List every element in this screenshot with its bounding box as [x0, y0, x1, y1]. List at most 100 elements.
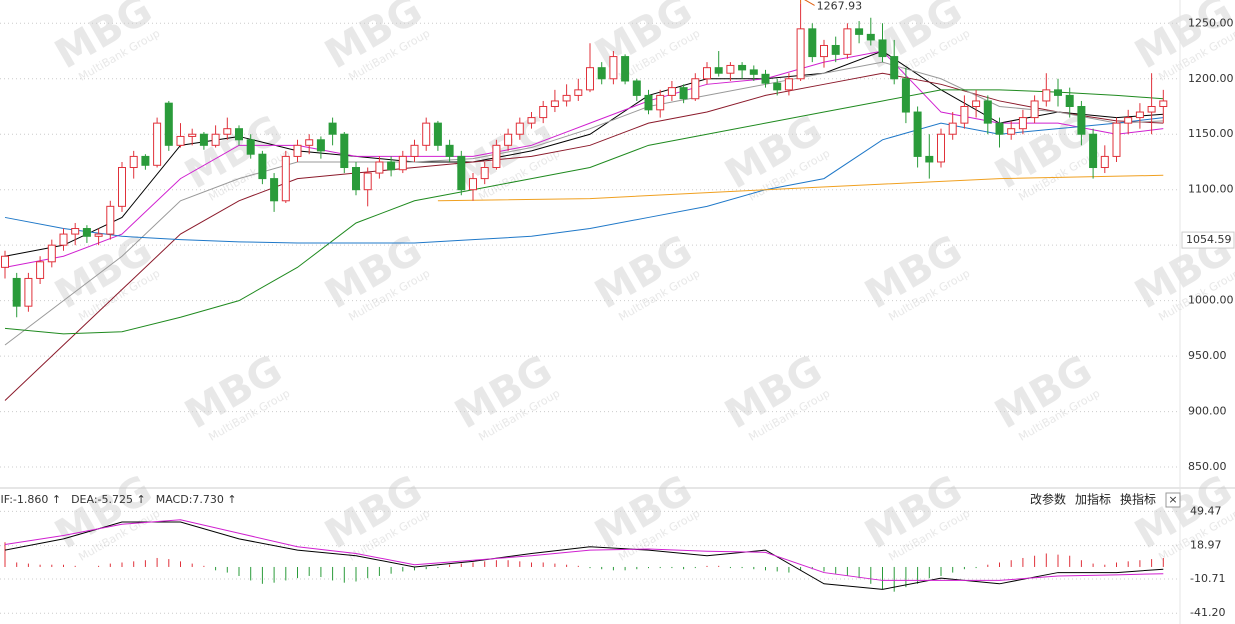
legend-entry: DEA:-5.725 ↑: [71, 493, 146, 506]
y-tick-label: 49.47: [1190, 504, 1222, 517]
candle-body: [691, 78, 700, 100]
indicator-button[interactable]: 换指标: [1120, 492, 1156, 507]
close-button-box[interactable]: [1165, 492, 1181, 508]
candle-body: [1030, 100, 1039, 119]
candle-body: [539, 105, 548, 119]
candle-body: [515, 122, 524, 135]
candle-body: [761, 73, 770, 84]
candle-body: [36, 261, 45, 279]
ma-line: [4, 117, 1164, 244]
close-button[interactable]: ×: [1168, 493, 1177, 506]
ma-line: [4, 61, 1164, 346]
candle-body: [433, 122, 442, 146]
candle-body: [808, 28, 817, 58]
y-tick-label: 1000.00: [1188, 294, 1234, 307]
y-tick-label: 1200.00: [1188, 72, 1234, 85]
current-price-label: 1054.59: [1186, 233, 1232, 246]
candle-body: [141, 155, 150, 166]
candle-body: [550, 100, 559, 107]
candle-body: [831, 44, 840, 55]
candle-body: [586, 67, 594, 91]
candle-body: [1147, 105, 1156, 113]
candle-body: [305, 139, 314, 146]
ma-line: [4, 89, 1164, 335]
candle-body: [340, 133, 349, 169]
candle-body: [246, 139, 255, 155]
candle-body: [387, 161, 396, 171]
candle-body: [1007, 128, 1016, 135]
candle-body: [258, 153, 267, 180]
candle-body: [1077, 105, 1086, 135]
candle-body: [59, 233, 68, 246]
candle-body: [281, 155, 290, 202]
candle-body: [995, 122, 1004, 135]
candle-body: [773, 82, 782, 91]
candle-body: [457, 155, 466, 191]
candle-body: [527, 117, 536, 124]
legend-entry: MACD:7.730 ↑: [156, 493, 237, 506]
candle-body: [972, 100, 981, 107]
candle-body: [983, 100, 992, 124]
candle-body: [960, 105, 969, 124]
candle-body: [574, 89, 583, 96]
candle-body: [1135, 111, 1144, 119]
candle-body: [866, 33, 875, 41]
candle-body: [129, 155, 138, 169]
candle-body: [843, 28, 852, 55]
candle-body: [820, 44, 828, 58]
candle-body: [749, 69, 758, 75]
candle-body: [1042, 89, 1051, 102]
candle-body: [398, 155, 407, 171]
y-tick-label: -10.71: [1190, 572, 1225, 585]
candle-body: [1, 255, 9, 268]
candle-body: [679, 87, 688, 100]
candle-body: [293, 144, 302, 157]
candle-body: [480, 167, 489, 180]
candle-body: [913, 111, 922, 157]
candle-body: [901, 78, 910, 113]
candle-body: [328, 122, 337, 135]
candle-body: [1112, 122, 1121, 157]
candle-body: [223, 128, 232, 135]
y-tick-label: 950.00: [1188, 349, 1227, 362]
candle-body: [363, 172, 372, 191]
candle-body: [375, 161, 384, 174]
candle-body: [632, 80, 641, 96]
candle-body: [106, 205, 115, 235]
candle-body: [82, 228, 91, 237]
y-tick-label: 1250.00: [1188, 16, 1234, 29]
candle-body: [188, 133, 197, 137]
current-price-box: [1181, 231, 1235, 249]
high-marker-arrow: [800, 0, 815, 6]
ma-line: [4, 50, 1164, 268]
indicator-button[interactable]: 改参数: [1030, 492, 1066, 507]
candle-body: [738, 64, 747, 71]
candle-body: [24, 277, 33, 307]
candle-body: [176, 135, 185, 146]
candle-body: [644, 94, 653, 111]
candle-body: [469, 178, 477, 191]
indicator-button[interactable]: 加指标: [1075, 492, 1111, 507]
candle-body: [890, 56, 899, 80]
y-tick-label: 900.00: [1188, 405, 1227, 418]
candle-body: [211, 133, 220, 146]
candle-body: [492, 144, 501, 169]
candle-body: [948, 122, 957, 135]
candle-body: [445, 144, 454, 157]
candle-body: [410, 144, 419, 157]
ma-line: [4, 519, 1164, 581]
y-tick-label: 1100.00: [1188, 183, 1234, 196]
candle-body: [235, 128, 243, 141]
y-tick-label: 1150.00: [1188, 127, 1234, 140]
candle-body: [1018, 117, 1027, 130]
y-tick-label: 850.00: [1188, 460, 1227, 473]
candle-body: [597, 67, 606, 80]
candle-body: [199, 133, 208, 146]
candle-body: [164, 102, 173, 146]
high-marker-label: 1267.93: [817, 0, 863, 12]
candle-body: [153, 122, 162, 166]
candle-body: [270, 178, 279, 202]
candle-body: [562, 94, 571, 102]
candle-body: [714, 67, 723, 74]
